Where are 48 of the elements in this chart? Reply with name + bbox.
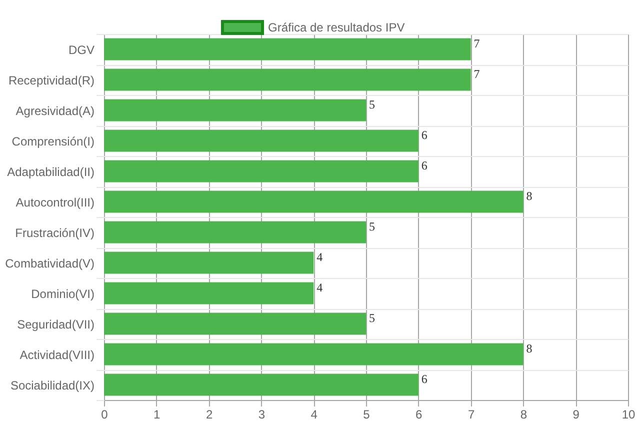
x-tick-label: 10 (622, 408, 636, 422)
data-label: 5 (369, 310, 375, 325)
y-tick-label: DGV (68, 42, 94, 57)
x-tick-label: 5 (363, 408, 370, 422)
bar (104, 252, 314, 274)
bar (104, 343, 524, 366)
y-tick-label: Seguridad(VII) (17, 317, 94, 332)
y-tick-label: Autocontrol(III) (16, 195, 94, 210)
data-label: 5 (369, 97, 375, 112)
data-label: 6 (421, 128, 428, 142)
y-tick-label: Receptividad(R) (8, 73, 94, 88)
x-tick-label: 2 (206, 408, 213, 422)
x-tick-label: 1 (154, 408, 161, 422)
x-tick-label: 3 (258, 408, 266, 422)
x-tick-label: 6 (416, 408, 423, 422)
bar (104, 282, 314, 304)
bar (104, 160, 418, 182)
data-label: 4 (316, 280, 323, 294)
bar (104, 221, 366, 244)
bar (104, 374, 418, 396)
x-tick-label: 9 (572, 408, 580, 422)
bar (104, 130, 418, 152)
bar (104, 190, 524, 213)
y-tick-label: Actividad(VIII) (20, 348, 94, 362)
x-tick-label: 8 (520, 408, 528, 422)
data-label: 8 (526, 188, 532, 203)
y-tick-label: Agresividad(A) (16, 104, 94, 118)
y-tick-label: Comprensión(I) (12, 134, 94, 148)
x-tick-label: 7 (468, 408, 475, 422)
x-tick-label: 0 (101, 408, 108, 422)
data-label: 7 (474, 36, 480, 50)
data-label: 5 (369, 219, 375, 234)
bar (104, 99, 366, 122)
data-label: 7 (474, 66, 480, 81)
data-label: 6 (421, 158, 428, 172)
data-label: 6 (421, 372, 428, 386)
bar (104, 38, 471, 60)
data-label: 8 (526, 341, 532, 356)
y-tick-label: Combatividad(V) (5, 256, 94, 270)
data-label: 4 (316, 250, 323, 264)
y-tick-label: Frustración(IV) (15, 226, 94, 240)
bar (104, 312, 366, 335)
y-tick-label: Adaptabilidad(II) (7, 164, 94, 179)
y-tick-label: Dominio(VI) (31, 286, 94, 301)
x-tick-label: 4 (310, 408, 318, 422)
legend-label: Gráfica de resultados IPV (268, 20, 405, 34)
y-tick-label: Sociabilidad(IX) (10, 378, 94, 392)
bar (104, 68, 471, 91)
